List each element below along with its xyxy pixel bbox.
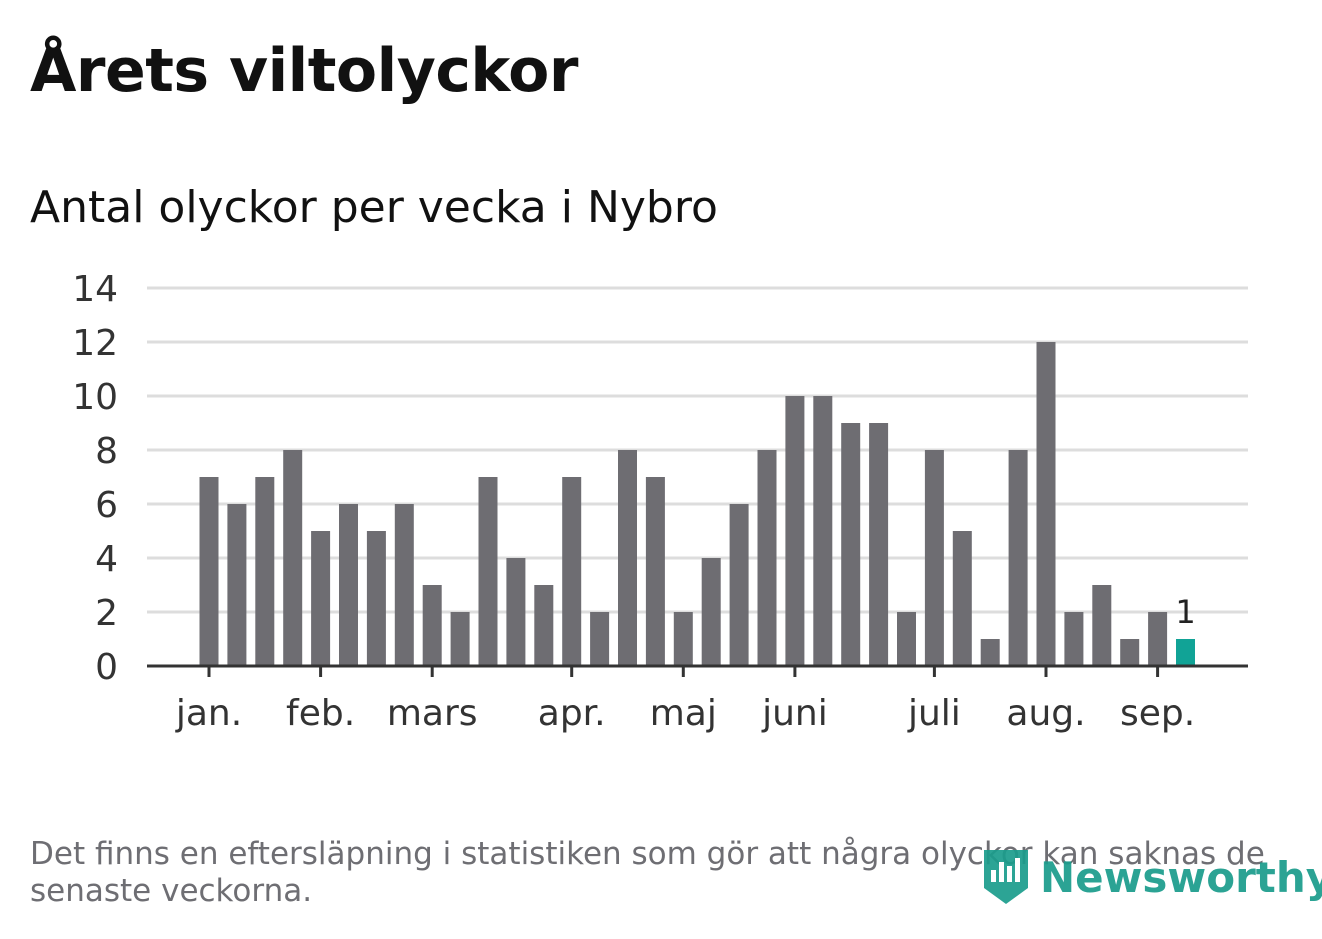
bar: [1036, 342, 1056, 666]
y-tick-label: 10: [72, 377, 118, 418]
x-tick-label: maj: [650, 693, 717, 734]
bar: [1120, 639, 1140, 666]
bar: [924, 450, 944, 666]
y-tick-label: 6: [95, 485, 118, 526]
bar: [562, 477, 582, 666]
bar: [1092, 585, 1112, 666]
bar: [618, 450, 637, 666]
footnote: Det finns en eftersläpning i statistiken…: [30, 836, 1265, 909]
bar: [534, 585, 554, 666]
bar: [757, 450, 777, 666]
bar: [645, 477, 665, 666]
bar: [199, 477, 219, 666]
x-tick-label: juni: [761, 693, 828, 734]
x-tick-label: sep.: [1120, 693, 1195, 734]
bar: [478, 477, 498, 666]
x-tick-label: aug.: [1006, 693, 1085, 734]
x-tick-label: feb.: [286, 693, 355, 734]
bar: [673, 612, 693, 666]
y-tick-label: 12: [72, 323, 118, 364]
bar: [1008, 450, 1028, 666]
x-tick-label: juli: [907, 693, 961, 734]
y-tick-label: 14: [72, 269, 118, 310]
chart-subtitle: Antal olyckor per vecka i Nybro: [30, 182, 718, 233]
logo-text: Newsworthy: [1040, 852, 1322, 902]
bar: [841, 423, 861, 666]
bar: [255, 477, 275, 666]
bar: [1148, 612, 1168, 666]
bar: [422, 585, 442, 666]
bar: [590, 612, 610, 666]
newsworthy-logo-icon: [984, 850, 1028, 904]
x-tick-label: jan.: [175, 693, 242, 734]
bar: [311, 531, 331, 666]
bar: [506, 558, 526, 666]
bar-chart: 0 2 4 6 8 10 12 14 1 jan. feb. mars apr. maj juni juli a…: [72, 269, 1248, 734]
bar: [227, 504, 247, 666]
y-tick-label: 2: [95, 593, 118, 634]
bar: [394, 504, 414, 666]
bar: [980, 639, 1000, 666]
y-tick-label: 0: [95, 647, 118, 688]
bar: [869, 423, 889, 666]
data-label: 1: [1175, 593, 1195, 631]
chart-title: Årets viltolyckor: [30, 36, 579, 106]
y-tick-label: 4: [95, 539, 118, 580]
bar: [813, 396, 833, 666]
x-tick-label: mars: [387, 693, 478, 734]
bar: [701, 558, 721, 666]
bar: [785, 396, 805, 666]
x-tick-label: apr.: [538, 693, 606, 734]
bar: [1064, 612, 1084, 666]
bar: [339, 504, 358, 666]
bar: [729, 504, 749, 666]
y-tick-label: 8: [95, 431, 118, 472]
highlight-bar: [1176, 639, 1195, 666]
newsworthy-logo: Newsworthy: [980, 846, 1322, 908]
bar: [366, 531, 386, 666]
bar: [450, 612, 470, 666]
bar: [283, 450, 303, 666]
bar: [897, 612, 916, 666]
bar: [952, 531, 972, 666]
